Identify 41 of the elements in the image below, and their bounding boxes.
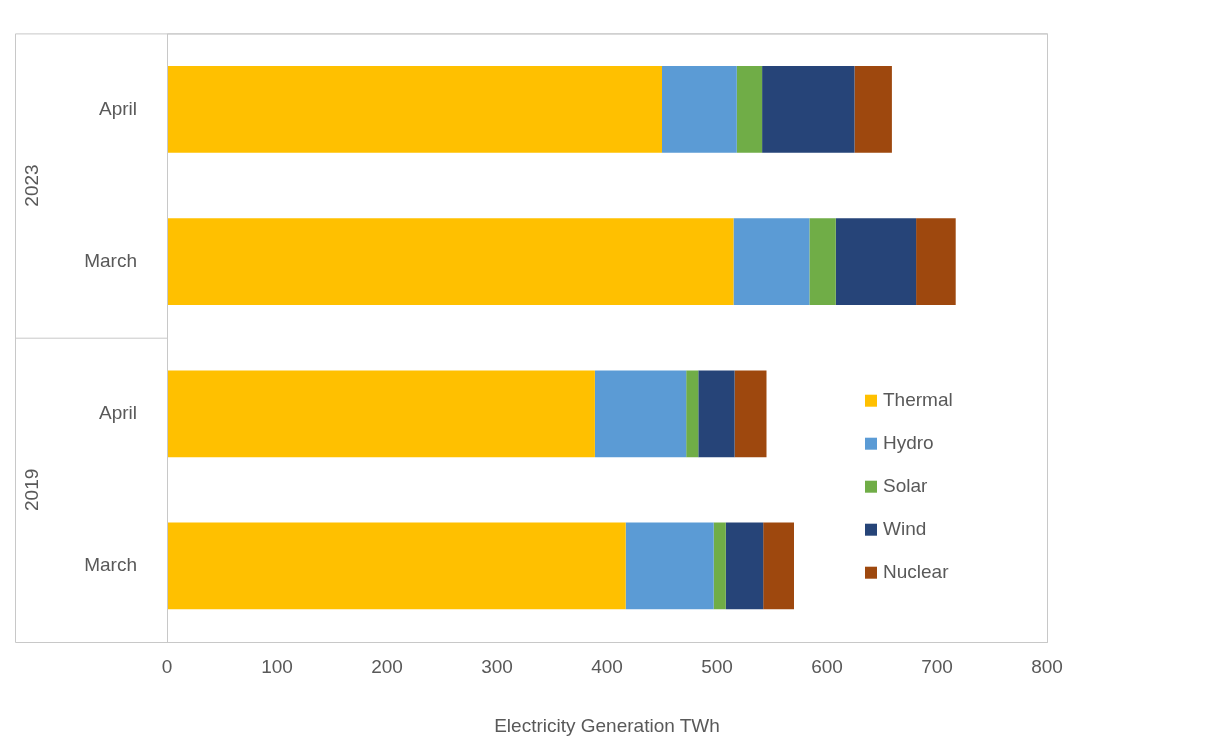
x-tick-label: 500: [701, 655, 733, 677]
x-tick-label: 600: [811, 655, 843, 677]
bar: [698, 370, 735, 458]
bar: [734, 370, 767, 458]
bar: [167, 522, 626, 610]
x-tick-label: 800: [1031, 655, 1063, 677]
y-tick-label: March: [84, 249, 137, 271]
bar: [713, 522, 726, 610]
legend-label: Hydro: [883, 431, 934, 453]
bar: [167, 66, 662, 153]
bar: [835, 218, 917, 305]
legend-label: Solar: [883, 474, 929, 496]
bar: [763, 522, 794, 610]
text: 2019: [21, 468, 43, 511]
x-tick-label: 200: [371, 655, 403, 677]
bar: [686, 370, 699, 458]
legend-label: Wind: [883, 517, 927, 539]
bar: [167, 218, 734, 305]
x-tick-label: 0: [161, 655, 173, 677]
y-tick-label: March: [84, 554, 137, 576]
bar: [736, 66, 763, 153]
bar: [809, 218, 836, 305]
bar: [625, 522, 714, 610]
y-tick-label: April: [98, 402, 137, 424]
x-tick-label: 700: [921, 655, 953, 677]
x-tick-label: 300: [481, 655, 513, 677]
bar: [167, 370, 595, 458]
bar: [733, 218, 810, 305]
bar: [725, 522, 764, 610]
bar: [662, 66, 737, 153]
text: 2023: [21, 164, 43, 207]
y-tick-label: April: [98, 97, 137, 119]
x-tick-label: 400: [591, 655, 623, 677]
x-tick-label: 100: [261, 655, 293, 677]
bar: [594, 370, 687, 458]
bar: [916, 218, 956, 305]
bar: [854, 66, 892, 153]
legend-label: Nuclear: [883, 560, 950, 582]
legend-label: Thermal: [883, 388, 953, 410]
x-axis-title: Electricity Generation TWh: [494, 714, 720, 736]
bar: [762, 66, 855, 153]
